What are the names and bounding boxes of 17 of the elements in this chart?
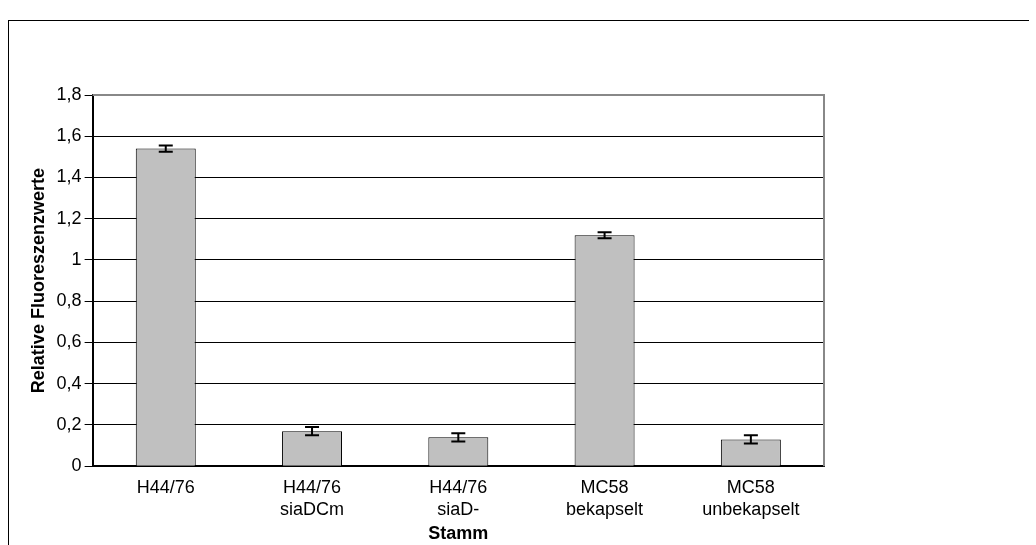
- x-tick-label: MC58 bekapselt: [566, 476, 644, 519]
- x-tick-label: H44/76: [136, 476, 195, 497]
- y-tick-label: 0,6: [56, 331, 82, 352]
- y-tick-label: 0: [71, 455, 82, 476]
- y-tick-label: 1,2: [56, 207, 82, 228]
- y-tick-label: 0,8: [56, 290, 82, 311]
- y-axis-title: Relative Fluoreszenzwerte: [27, 168, 48, 394]
- y-tick-label: 1,6: [56, 125, 82, 146]
- y-tick-label: 1,4: [56, 166, 82, 187]
- x-tick-label: H44/76 siaD-: [429, 476, 488, 519]
- y-tick-label: 0,2: [56, 413, 82, 434]
- x-tick-label: MC58 unbekapselt: [702, 476, 800, 519]
- x-axis-title: Stamm: [428, 523, 489, 544]
- x-tick-label: H44/76 siaDCm: [280, 476, 345, 519]
- y-tick-label: 0,4: [56, 372, 82, 393]
- y-tick-label: 1,8: [56, 83, 82, 104]
- y-tick-label: 1: [71, 248, 82, 269]
